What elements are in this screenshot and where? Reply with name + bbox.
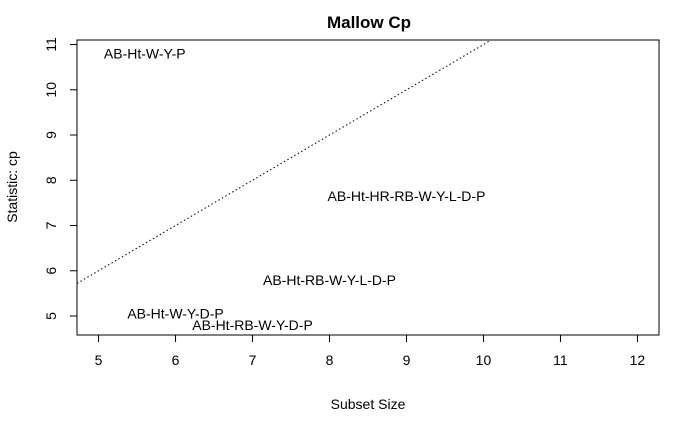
y-tick-label: 8 <box>43 176 59 184</box>
y-tick-label: 11 <box>43 37 59 52</box>
x-axis: 5 6 7 8 9 10 11 12 <box>95 335 646 368</box>
chart-title: Mallow Cp <box>327 13 411 32</box>
y-tick-label: 7 <box>43 221 59 229</box>
y-tick-label: 9 <box>43 131 59 139</box>
point-label: AB-Ht-W-Y-D-P <box>127 306 223 322</box>
x-tick-label: 11 <box>553 352 568 368</box>
x-axis-label: Subset Size <box>331 396 406 412</box>
y-axis: 5 6 7 8 9 10 11 <box>43 37 77 320</box>
y-tick-label: 5 <box>43 312 59 320</box>
point-label: AB-Ht-RB-W-Y-D-P <box>192 317 313 333</box>
x-tick-label: 6 <box>172 352 180 368</box>
x-tick-label: 9 <box>403 352 411 368</box>
y-tick-label: 6 <box>43 267 59 275</box>
x-tick-label: 12 <box>630 352 646 368</box>
plot-area: AB-Ht-W-Y-P AB-Ht-HR-RB-W-Y-L-D-P AB-Ht-RB… <box>77 40 493 333</box>
x-tick-label: 10 <box>476 352 492 368</box>
x-tick-label: 5 <box>95 352 103 368</box>
point-label: AB-Ht-RB-W-Y-L-D-P <box>263 272 396 288</box>
reference-line <box>77 40 493 284</box>
point-label: AB-Ht-HR-RB-W-Y-L-D-P <box>328 188 486 204</box>
x-tick-label: 8 <box>326 352 334 368</box>
plot-frame <box>76 39 660 336</box>
x-tick-label: 7 <box>249 352 257 368</box>
y-tick-label: 10 <box>43 82 59 98</box>
y-axis-label: Statistic: cp <box>4 151 20 223</box>
point-label: AB-Ht-W-Y-P <box>104 46 186 62</box>
